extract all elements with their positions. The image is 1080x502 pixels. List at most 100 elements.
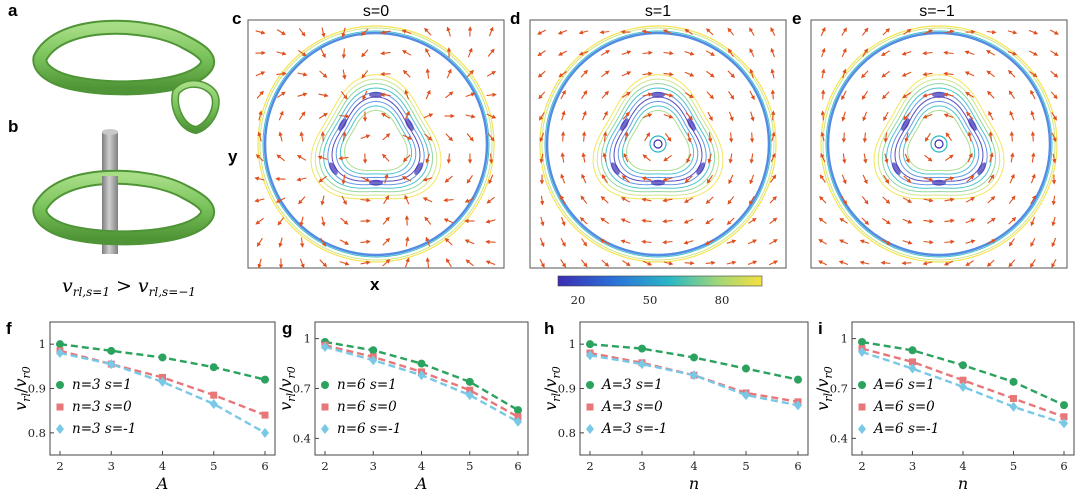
field-arrow: [558, 50, 568, 56]
field-arrow: [923, 239, 934, 245]
field-arrow: [424, 133, 433, 141]
data-point: [369, 355, 378, 366]
field-arrow: [944, 154, 954, 162]
field-arrow: [986, 29, 997, 35]
outer-contour: [263, 31, 489, 257]
field-arrow: [275, 197, 286, 203]
data-point: [261, 411, 269, 419]
field-arrow: [485, 239, 496, 245]
chart-h: 2 3 4 5 6 0.8 0.9 1 n vrl/vr0 A=3 s=1 A=3 s=0 A=3 s=…: [541, 321, 809, 493]
field-arrow: [663, 93, 674, 98]
field-arrow: [728, 111, 734, 122]
field-arrow: [820, 26, 826, 37]
x-tick-label: 4: [159, 459, 166, 473]
field-arrow: [296, 155, 307, 161]
field-arrow: [728, 90, 735, 100]
field-arrow: [985, 50, 996, 56]
field-arrow: [297, 92, 308, 97]
field-arrow: [1030, 194, 1036, 205]
field-arrow: [1009, 173, 1015, 184]
field-arrow: [965, 239, 976, 244]
field-arrow: [488, 26, 494, 37]
field-arrow: [1008, 90, 1015, 100]
field-arrow: [464, 239, 475, 245]
field-arrow: [818, 260, 828, 266]
field-arrow: [881, 217, 891, 225]
field-arrow: [1049, 29, 1059, 35]
field-arrow: [922, 72, 933, 77]
x-tick-label: 6: [1060, 459, 1067, 473]
field-arrow: [360, 176, 371, 182]
field-arrow: [662, 29, 673, 35]
field-arrow: [988, 110, 994, 121]
legend-label: A=3 s=-1: [600, 421, 667, 437]
field-arrow: [901, 50, 912, 56]
inner-contour: [605, 87, 711, 189]
field-arrow: [769, 239, 778, 245]
field-arrow: [986, 217, 996, 224]
field-arrow: [641, 197, 652, 202]
field-arrow: [749, 90, 755, 101]
y-axis-title: vrl/vr0: [541, 366, 563, 411]
field-arrow: [297, 72, 308, 77]
field-arrow: [861, 27, 869, 36]
contour-blob: [651, 91, 665, 98]
field-arrow: [707, 111, 713, 122]
field-arrow: [404, 89, 410, 100]
contour-blob: [610, 162, 620, 175]
field-arrow: [770, 27, 776, 37]
x-tick-label: 6: [794, 459, 801, 473]
field-arrow: [770, 47, 776, 58]
outer-contour: [541, 27, 775, 261]
field-arrow: [339, 261, 350, 266]
field-arrow: [1028, 29, 1039, 35]
legend-label: A=6 s=0: [872, 399, 935, 415]
field-arrow: [705, 196, 714, 205]
series-line: [589, 351, 799, 403]
core-contour: [653, 139, 663, 149]
field-arrow: [276, 91, 286, 99]
field-arrow: [581, 152, 586, 163]
field-arrow: [622, 111, 630, 120]
field-arrow: [340, 217, 349, 225]
field-arrow: [818, 217, 827, 225]
x-axis-title: A: [414, 474, 428, 493]
field-arrow: [1051, 258, 1057, 268]
field-arrow: [965, 91, 975, 98]
field-arrow: [278, 110, 284, 121]
field-arrow: [623, 152, 629, 163]
field-arrow: [539, 258, 545, 268]
field-arrow: [923, 219, 934, 224]
field-arrow: [425, 47, 431, 58]
field-arrow: [360, 260, 371, 265]
field-arrow: [749, 132, 755, 143]
field-arrow: [486, 92, 497, 98]
field-arrow: [662, 198, 673, 203]
field-arrow: [425, 89, 431, 100]
field-arrow: [425, 153, 430, 164]
inner-contour: [592, 74, 724, 200]
field-arrow: [841, 47, 847, 58]
panel-label-b: b: [8, 117, 18, 136]
inner-contour: [323, 87, 429, 189]
field-arrow: [769, 217, 778, 225]
field-arrow: [945, 132, 953, 142]
field-arrow: [944, 176, 955, 181]
contour-blob: [369, 179, 383, 186]
legend-marker: [321, 381, 329, 389]
y-tick-label: 1: [569, 337, 576, 351]
colorbar: 20 50 80: [557, 275, 763, 307]
field-arrow: [600, 217, 610, 225]
legend-marker: [56, 403, 64, 411]
x-axis-label: x: [370, 275, 380, 294]
core-contour: [930, 135, 948, 153]
data-point: [1009, 401, 1018, 412]
field-arrow: [684, 92, 694, 99]
data-point: [909, 358, 916, 366]
field-arrow: [903, 112, 911, 121]
legend-label: n=3 s=0: [72, 399, 132, 415]
field-arrow: [861, 196, 869, 205]
data-point: [638, 359, 646, 370]
y-tick-label: 0.4: [293, 431, 311, 445]
inner-contour: [873, 74, 1005, 200]
